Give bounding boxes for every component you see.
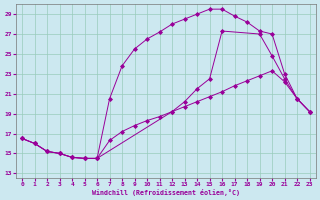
X-axis label: Windchill (Refroidissement éolien,°C): Windchill (Refroidissement éolien,°C) <box>92 189 240 196</box>
